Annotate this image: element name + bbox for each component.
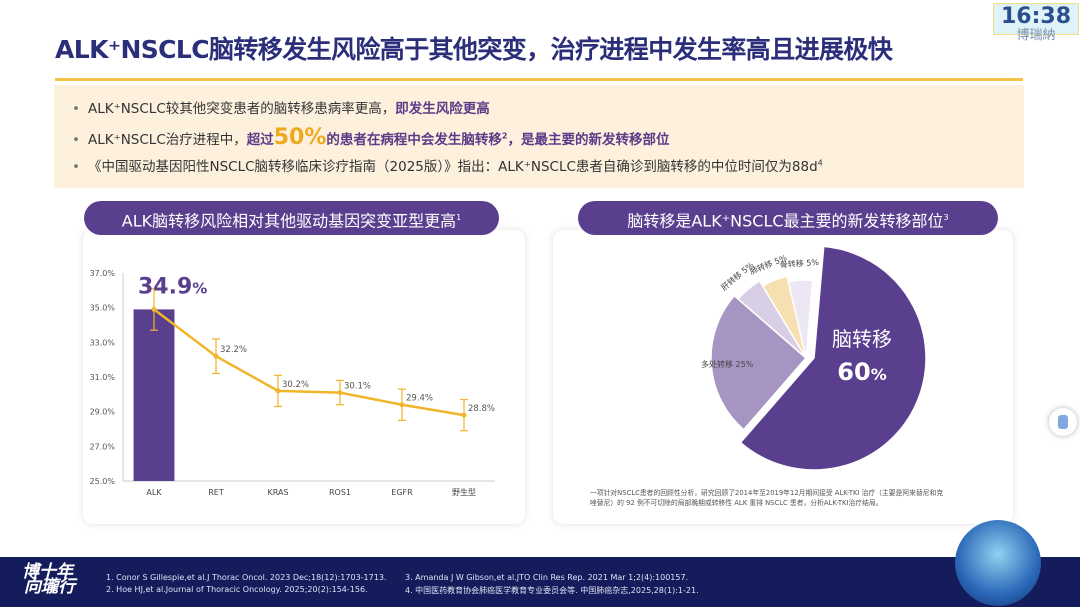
x-tick-label: ALK [146, 488, 162, 497]
bullet-text: ALK⁺NSCLC较其他突变患者的脑转移患病率更高， [87, 101, 396, 117]
pie-chart-title: 脑转移是ALK⁺NSCLC最主要的新发转移部位3 [578, 201, 998, 235]
clock-brand: 博瑞納 [1016, 28, 1056, 43]
reference-1: 1. Conor S Gillespie,et al.J Thorac Onco… [106, 573, 387, 582]
data-point [151, 306, 157, 312]
data-point [399, 402, 405, 408]
x-tick-label: KRAS [267, 488, 288, 497]
x-tick-label: ROS1 [329, 488, 351, 497]
pie-slice [787, 279, 814, 359]
bullet-box: • ALK⁺NSCLC较其他突变患者的脑转移患病率更高，即发生风险更高 • ALK⁺… [54, 85, 1024, 188]
bullet-highlight: ，是最主要的新发转移部位 [507, 132, 670, 148]
x-tick-label: EGFR [391, 488, 413, 497]
data-label: 28.8% [468, 404, 495, 414]
y-tick-label: 35.0% [90, 304, 116, 313]
series-line [153, 308, 465, 417]
clock-time: 16:38 [1000, 4, 1072, 29]
reference-4: 4. 中国医药教育协会肺癌医学教育专业委员会等. 中国肺癌杂志,2025,28(… [405, 586, 699, 595]
data-point [461, 412, 467, 418]
alk-highlight-label: 34.9% [138, 274, 207, 299]
pie-slice [739, 245, 927, 471]
data-label: 29.4% [406, 394, 433, 404]
bullet-dot-icon: • [72, 159, 80, 175]
pie-chart-title-text: 脑转移是ALK⁺NSCLC最主要的新发转移部位 [627, 211, 944, 231]
data-label: 30.2% [282, 380, 309, 390]
bullet-text: ALK⁺NSCLC治疗进程中， [87, 132, 247, 148]
bar-chart-title-text: ALK脑转移风险相对其他驱动基因突变亚型更高 [121, 211, 457, 231]
clock-widget: 16:38 博瑞納 [993, 3, 1079, 43]
bullet-big-number: 50% [273, 125, 327, 150]
floating-assistant-button[interactable] [1049, 408, 1077, 436]
bullet-text: 《中国驱动基因阳性NSCLC脑转移临床诊疗指南（2025版）》指出：ALK⁺NS… [87, 159, 818, 175]
pie-slice-label: 骨转移 5% [779, 257, 819, 270]
pie-footnote: 一项针对NSCLC患者的回顾性分析，研究回顾了2014年至2019年12月期间接… [590, 489, 944, 507]
alk-highlight-unit: % [192, 279, 207, 297]
bullet-ref: 2 [501, 131, 508, 141]
bullet-highlight: 的患者在病程中会发生脑转移 [326, 132, 502, 148]
footer-logo: 博十年 向瓏行 [22, 562, 75, 597]
pie-slice [737, 279, 807, 359]
y-tick-label: 33.0% [90, 338, 116, 347]
pie-chart-title-ref: 3 [943, 213, 949, 222]
bullet-dot-icon: • [72, 132, 80, 148]
pie-slice [761, 275, 807, 359]
bullet-1: • ALK⁺NSCLC较其他突变患者的脑转移患病率更高，即发生风险更高 [72, 97, 490, 117]
bar-chart-title: ALK脑转移风险相对其他驱动基因突变亚型更高1 [84, 201, 499, 235]
pie-slice-label: 多处转移 25% [701, 359, 754, 369]
footer-logo-line2: 向瓏行 [24, 577, 75, 597]
footer-logo-line1: 博十年 [22, 562, 73, 582]
data-point [275, 388, 281, 394]
reference-3: 3. Amanda J W Gibson,et al.JTO Clin Res … [405, 573, 689, 582]
x-tick-label: RET [208, 488, 224, 497]
bullet-2: • ALK⁺NSCLC治疗进程中，超过50%的患者在病程中会发生脑转移2，是最主要… [72, 125, 670, 150]
bullet-dot-icon: • [72, 101, 80, 117]
assistant-icon [1058, 415, 1068, 429]
pie-main-value: 60% [837, 358, 886, 386]
pie-main-label: 脑转移 [832, 327, 892, 351]
data-label: 32.2% [220, 345, 247, 355]
data-point [213, 353, 219, 359]
page-title: ALK⁺NSCLC脑转移发生风险高于其他突变，治疗进程中发生率高且进展极快 [55, 35, 893, 64]
pie-main-unit: % [871, 365, 887, 384]
y-tick-label: 37.0% [90, 269, 116, 278]
globe-hand-icon [955, 520, 1041, 606]
reference-2: 2. Hoe HJ,et al.Journal of Thoracic Onco… [106, 585, 368, 594]
alk-highlight-value: 34.9 [138, 274, 192, 299]
bullet-highlight: 超过 [246, 132, 274, 148]
bar-alk [133, 309, 175, 481]
y-tick-label: 29.0% [90, 408, 116, 417]
data-label: 30.1% [344, 382, 371, 392]
x-tick-label: 野生型 [452, 487, 476, 497]
data-point [337, 390, 343, 396]
bullet-highlight: 即发生风险更高 [395, 101, 490, 117]
y-tick-label: 31.0% [90, 373, 116, 382]
bar-chart-title-ref: 1 [456, 213, 462, 222]
title-underline [55, 78, 1023, 81]
pie-main-number: 60 [837, 358, 870, 386]
y-tick-label: 27.0% [90, 442, 116, 451]
bar-line-chart: 25.0% 27.0% 29.0% 31.0% 33.0% 35.0% 37.0% ALK RE… [90, 269, 495, 497]
bullet-ref: 4 [817, 158, 823, 168]
y-tick-label: 25.0% [90, 477, 116, 486]
pie-slice [710, 294, 808, 431]
bullet-3: • 《中国驱动基因阳性NSCLC脑转移临床诊疗指南（2025版）》指出：ALK⁺N… [72, 155, 823, 176]
footer-bar: 博十年 向瓏行 1. Conor S Gillespie,et al.J Tho… [0, 557, 1080, 607]
